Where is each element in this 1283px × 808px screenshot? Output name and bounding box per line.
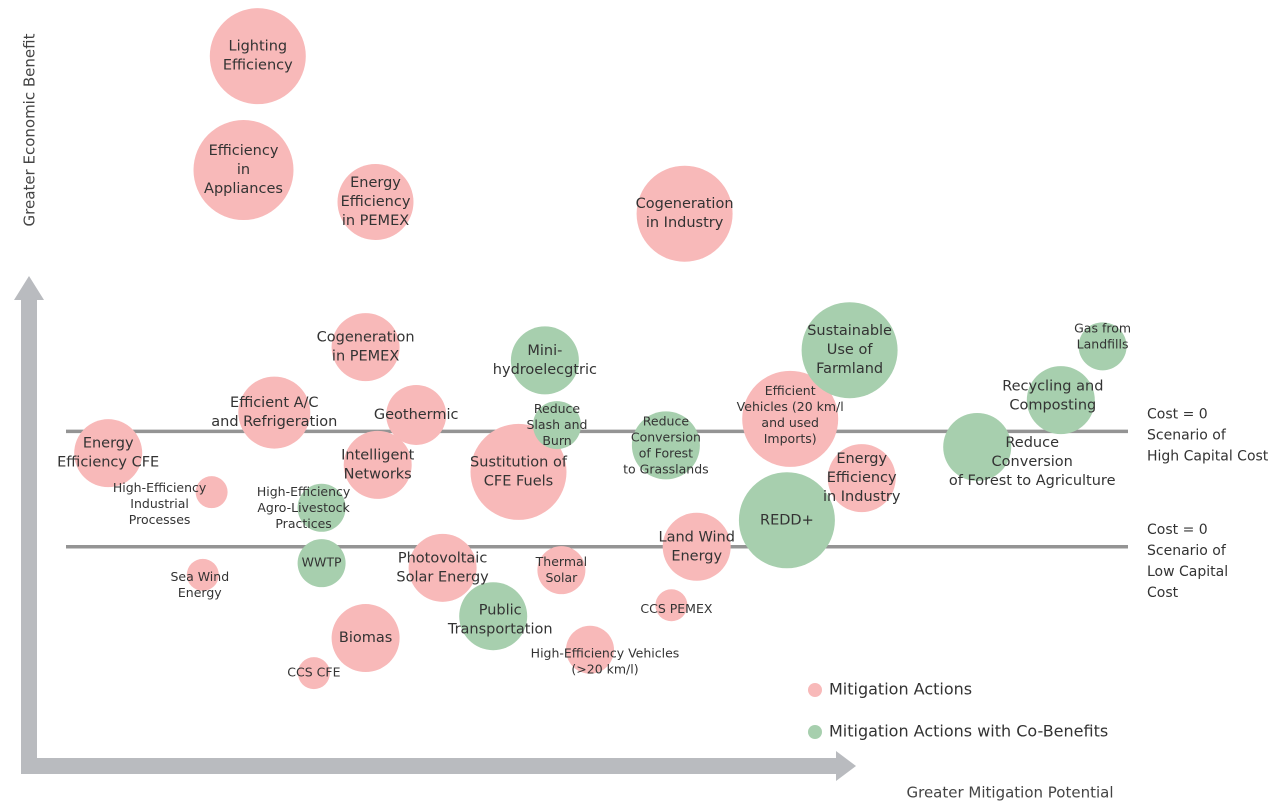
bubble-label: Public Transportation bbox=[447, 603, 553, 638]
bubble bbox=[343, 430, 412, 499]
bubble-label: Reduce Conversion of Forest to Agriculture bbox=[949, 435, 1116, 489]
bubble-label: Sustitution of CFE Fuels bbox=[470, 454, 568, 489]
bubble bbox=[827, 444, 896, 513]
bubble bbox=[1026, 366, 1095, 435]
bubble-label: Cogeneration in PEMEX bbox=[317, 330, 415, 365]
legend-label: Mitigation Actions bbox=[829, 680, 972, 699]
bubble-label: Reduce Slash and Burn bbox=[527, 401, 588, 448]
bubble bbox=[801, 302, 898, 399]
y-axis-label: Greater Economic Benefit bbox=[21, 33, 39, 226]
bubble bbox=[636, 165, 733, 262]
x-axis-label: Greater Mitigation Potential bbox=[906, 784, 1113, 802]
legend-label: Mitigation Actions with Co-Benefits bbox=[829, 722, 1108, 741]
bubble bbox=[566, 625, 614, 674]
bubble bbox=[193, 120, 294, 221]
bubble bbox=[738, 472, 835, 569]
bubble-label: Cogeneration in Industry bbox=[636, 196, 734, 231]
bubble bbox=[331, 313, 400, 382]
bubble bbox=[331, 604, 400, 673]
bubble bbox=[655, 589, 688, 622]
bubble-label: Mini-hydroelecgtric bbox=[493, 343, 597, 378]
bubble bbox=[297, 539, 346, 588]
bubble bbox=[533, 401, 581, 450]
bubble bbox=[297, 657, 330, 690]
bubble bbox=[470, 423, 567, 520]
bubble bbox=[631, 411, 700, 480]
bubble-label: CCS PEMEX bbox=[640, 601, 712, 616]
bubble-label: Biomas bbox=[339, 630, 392, 646]
bubble-label: CCS CFE bbox=[287, 665, 340, 680]
bubble-label: Recycling and Composting bbox=[1002, 379, 1103, 414]
x-axis-arrow bbox=[36, 751, 856, 781]
bubble-label: Sustainable Use of Farmland bbox=[807, 323, 892, 377]
bubble-label: Thermal Solar bbox=[535, 554, 587, 585]
bubble bbox=[74, 419, 143, 488]
bubble bbox=[209, 8, 306, 105]
bubble-label: Land Wind Energy bbox=[658, 529, 734, 564]
bubble-label: Geothermic bbox=[374, 407, 459, 423]
bubble bbox=[408, 533, 477, 602]
bubble-label: Energy Efficiency in Industry bbox=[823, 451, 901, 505]
bubble-label: High-Efficiency Vehicles (>20 km/l) bbox=[531, 645, 680, 676]
bubble bbox=[510, 326, 579, 395]
bubble-label: Lighting Efficiency bbox=[223, 39, 293, 74]
bubble bbox=[459, 582, 528, 651]
bubble-label: Intelligent Networks bbox=[341, 447, 414, 482]
bubble bbox=[186, 558, 219, 591]
bubble-label: Gas from Landfills bbox=[1074, 320, 1131, 351]
bubble bbox=[386, 384, 447, 445]
bubble bbox=[337, 164, 414, 241]
bubble-label: Reduce Conversion of Forest to Grasslands bbox=[623, 413, 709, 476]
bubble bbox=[1078, 322, 1127, 371]
bubble-label: High-Efficiency Agro-Livestock Practices bbox=[257, 483, 351, 530]
legend-marker bbox=[808, 683, 822, 697]
bubble-label: REDD+ bbox=[760, 512, 814, 528]
y-axis-arrow bbox=[14, 276, 44, 774]
bubble-label: Sea Wind Energy bbox=[170, 568, 229, 599]
bubble bbox=[537, 546, 586, 595]
bubble bbox=[742, 370, 839, 467]
bubble bbox=[297, 483, 346, 532]
reference-label: Cost = 0 Scenario of High Capital Cost bbox=[1147, 406, 1269, 464]
bubble-label: Energy Efficiency CFE bbox=[57, 436, 159, 471]
bubble-label: Energy Efficiency in PEMEX bbox=[341, 175, 411, 229]
legend-marker bbox=[808, 725, 822, 739]
bubble-label: WWTP bbox=[302, 555, 342, 570]
bubble-label: Photovoltaic Solar Energy bbox=[396, 550, 489, 585]
bubble bbox=[195, 476, 228, 509]
bubble bbox=[662, 512, 731, 581]
bubble-label: High-Efficiency Industrial Processes bbox=[113, 480, 207, 527]
bubble-label: Efficient A/C and Refrigeration bbox=[211, 395, 337, 430]
reference-label: Cost = 0 Scenario of Low Capital Cost bbox=[1147, 522, 1228, 601]
bubble-label: Efficient Vehicles (20 km/l and used Import… bbox=[737, 382, 844, 445]
bubble bbox=[238, 376, 311, 449]
bubble bbox=[943, 412, 1012, 481]
bubble-label: Efficiency in Appliances bbox=[204, 143, 283, 197]
